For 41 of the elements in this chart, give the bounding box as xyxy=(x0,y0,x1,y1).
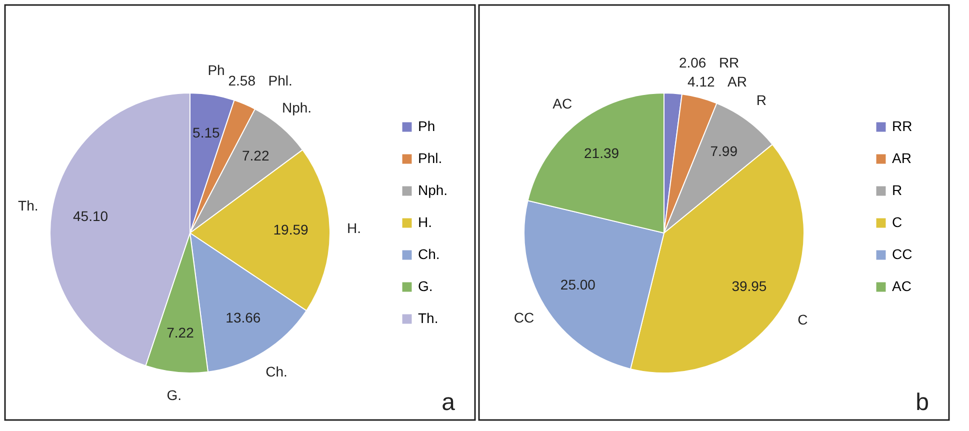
category-label: RR xyxy=(718,54,740,70)
legend-label: Ph xyxy=(418,118,436,134)
legend-label: AC xyxy=(892,278,912,294)
data-label: 19.59 xyxy=(273,222,308,238)
legend-label: Nph. xyxy=(418,182,448,198)
slice-label: G. xyxy=(166,387,182,404)
data-label: 7.22 xyxy=(242,147,270,164)
slice-label: Nph. xyxy=(282,100,312,116)
data-label: 39.95 xyxy=(732,278,767,294)
slice-label: C xyxy=(798,312,808,328)
slice-label: Ph xyxy=(208,62,225,78)
slice-label: Ch. xyxy=(266,363,288,380)
text: a xyxy=(442,389,456,416)
slice-label: AR xyxy=(728,73,747,90)
legend-label: AR xyxy=(892,150,912,166)
legend-label: RR xyxy=(892,118,912,134)
data-label: 2.06 xyxy=(678,54,706,70)
slice-label: Th. xyxy=(18,198,38,214)
data-label: 21.39 xyxy=(584,144,620,161)
data-label: 4.12 xyxy=(688,73,715,90)
slice-label: R xyxy=(756,92,766,108)
data-label: 25.00 xyxy=(560,276,596,292)
legend-label: Phl. xyxy=(418,150,442,166)
legend-label: Th. xyxy=(418,310,438,326)
data-label: 7.22 xyxy=(166,324,194,340)
text: b xyxy=(916,389,929,416)
slice-label: AC xyxy=(552,95,572,112)
legend-label: CC xyxy=(892,246,912,262)
slice-label: CC xyxy=(514,309,534,326)
legend-label: G. xyxy=(418,278,433,294)
data-label: 13.66 xyxy=(226,310,261,326)
legend-label: R xyxy=(892,182,902,198)
legend-label: Ch. xyxy=(418,246,440,262)
legend-label: H. xyxy=(418,214,432,230)
slice-label: Phl. xyxy=(268,72,292,88)
data-label: 2.58 xyxy=(228,72,256,88)
slice-label: H. xyxy=(346,220,361,236)
data-label: 5.15 xyxy=(192,124,220,141)
data-label: 45.10 xyxy=(72,208,108,224)
data-label: 7.99 xyxy=(710,142,738,159)
legend-label: C xyxy=(892,214,902,230)
